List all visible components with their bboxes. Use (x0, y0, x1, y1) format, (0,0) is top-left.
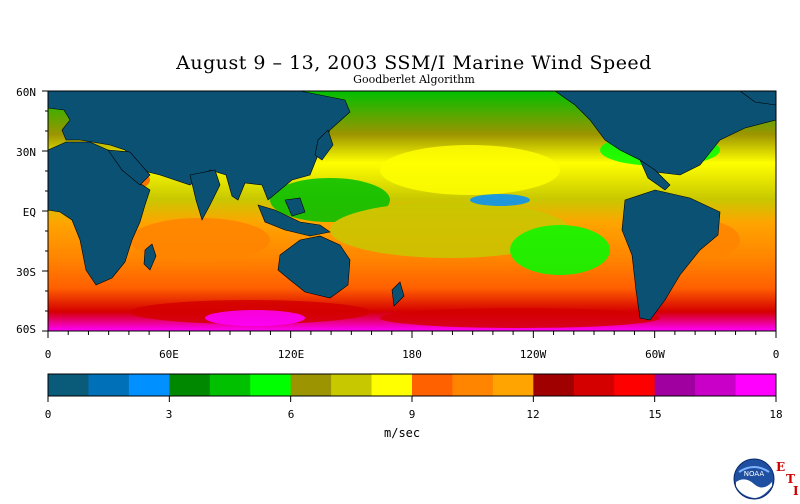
lat-label-eq: EQ (22, 206, 36, 219)
colorbar-tick-0: 0 (44, 408, 52, 421)
colorbar-swatch (614, 374, 656, 396)
lat-label-60n: 60N (16, 86, 36, 99)
eti-letter-e: E (776, 460, 786, 474)
colorbar-tick-3: 3 (165, 408, 173, 421)
svg-text:NOAA: NOAA (744, 470, 765, 478)
eti-letter-i: I (793, 484, 799, 498)
colorbar-swatch (735, 374, 777, 396)
colorbar-tick-9: 9 (408, 408, 416, 421)
colorbar-swatch (573, 374, 615, 396)
colorbar-swatch (371, 374, 413, 396)
india (189, 169, 221, 221)
lon-label-60w: 60W (645, 348, 665, 361)
lon-label-180: 180 (402, 348, 422, 361)
colorbar-swatch (412, 374, 453, 396)
lat-label-30s: 30S (16, 266, 36, 279)
japan (314, 129, 334, 161)
lon-label-0-east: 0 (772, 348, 780, 361)
colorbar-tick-15: 15 (648, 408, 662, 421)
colorbar-swatch (331, 374, 373, 396)
colorbar-tick-12: 12 (526, 408, 540, 421)
lon-label-120w: 120W (519, 348, 547, 361)
arabia (107, 149, 151, 186)
land-masses (47, 90, 777, 321)
lon-label-0-west: 0 (44, 348, 52, 361)
colorbar-tick-6: 6 (287, 408, 295, 421)
lat-label-30n: 30N (16, 146, 36, 159)
colorbar-swatch (452, 374, 494, 396)
lon-label-60e: 60E (159, 348, 179, 361)
axis-ticks (42, 90, 777, 338)
borneo (284, 197, 306, 217)
madagascar (143, 243, 157, 271)
noaa-logo: NOAA (733, 458, 775, 504)
north-america (554, 90, 777, 176)
map-subtitle: Goodberlet Algorithm (353, 73, 475, 86)
colorbar-swatch (654, 374, 696, 396)
central-america (639, 159, 671, 191)
colorbar-swatch (169, 374, 211, 396)
colorbar-swatch (695, 374, 737, 396)
south-america (621, 189, 721, 321)
colorbar-tick-18: 18 (769, 408, 783, 421)
map-area (47, 90, 777, 332)
colorbar (47, 373, 777, 402)
colorbar-unit: m/sec (384, 426, 421, 440)
colorbar-swatch (250, 374, 292, 396)
colorbar-swatch (88, 374, 130, 396)
colorbar-swatch (533, 374, 575, 396)
colorbar-swatch (128, 374, 170, 396)
indonesia (257, 204, 331, 237)
wind-patches (70, 134, 740, 328)
colorbar-swatch (290, 374, 332, 396)
eti-letter-t: T (786, 472, 795, 486)
lat-label-60s: 60S (16, 323, 36, 336)
new-zealand (391, 281, 405, 307)
colorbar-swatch (492, 374, 534, 396)
lon-label-120e: 120E (277, 348, 305, 361)
colorbar-swatch (209, 374, 251, 396)
map-title: August 9 – 13, 2003 SSM/I Marine Wind Sp… (176, 52, 652, 74)
colorbar-swatch (48, 374, 89, 396)
australia (277, 235, 351, 299)
